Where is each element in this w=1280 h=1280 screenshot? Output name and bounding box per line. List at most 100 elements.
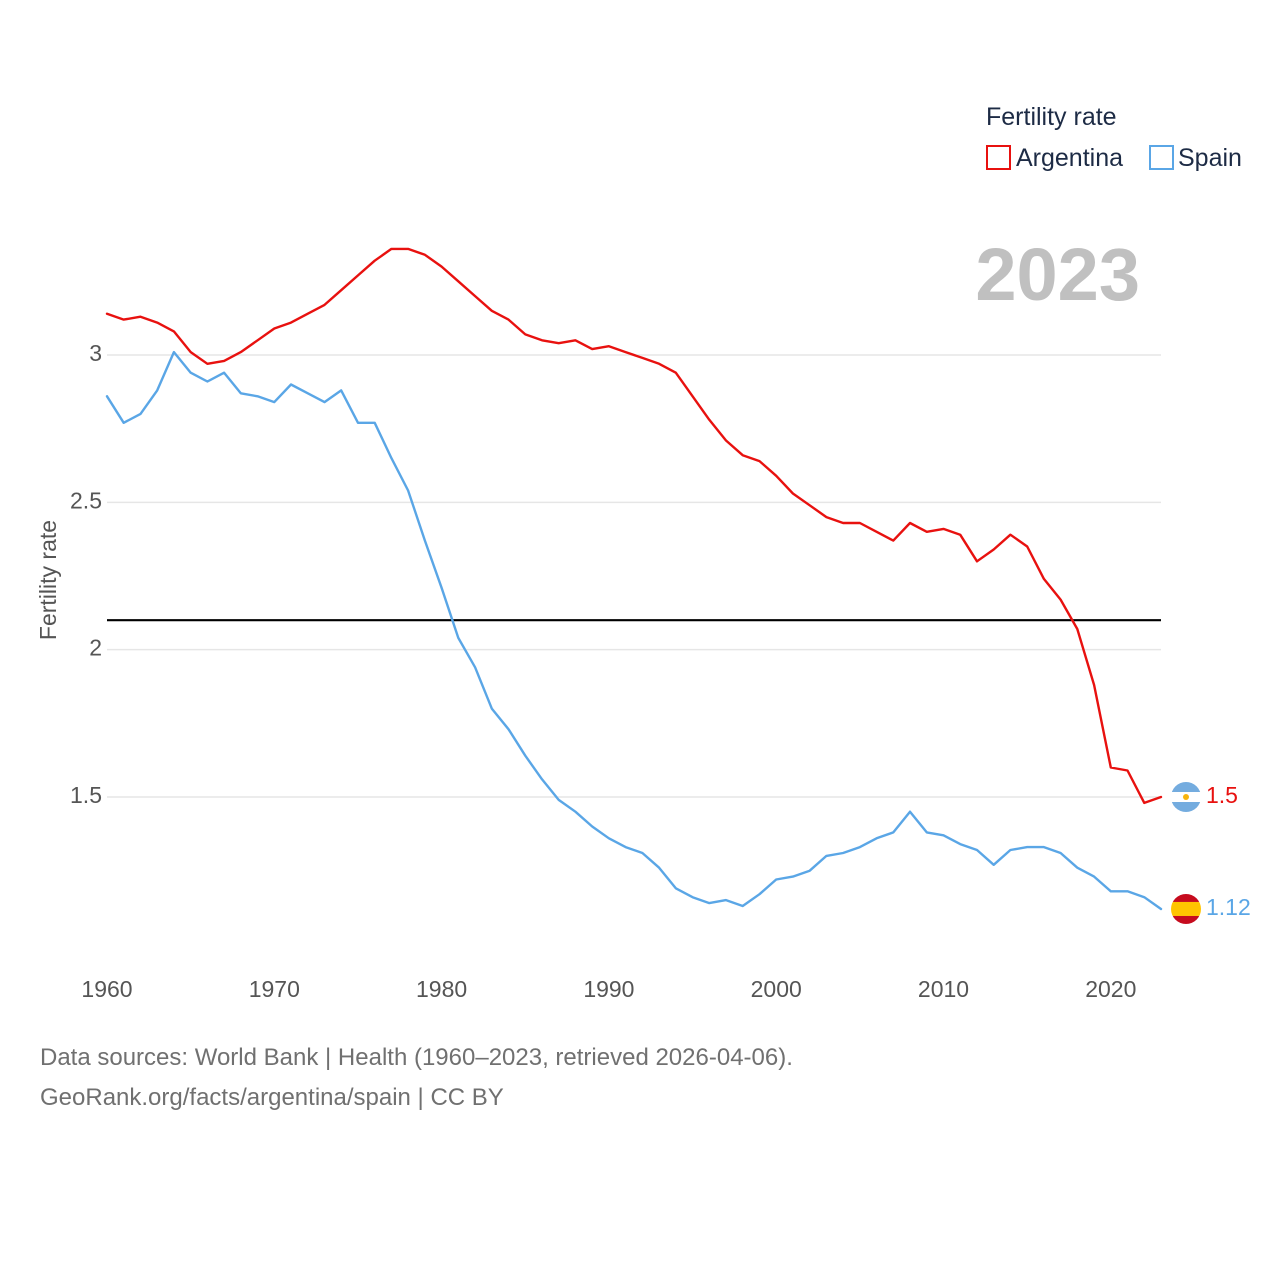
data-point-argentina-1998[interactable] xyxy=(740,453,745,458)
footer-attribution[interactable]: GeoRank.org/facts/argentina/spain | CC B… xyxy=(40,1084,504,1111)
data-point-spain-2010[interactable] xyxy=(941,833,946,838)
data-point-argentina-1978[interactable] xyxy=(406,246,411,251)
data-point-spain-2008[interactable] xyxy=(908,809,913,814)
data-point-argentina-1974[interactable] xyxy=(339,288,344,293)
data-point-spain-2012[interactable] xyxy=(974,848,979,853)
data-point-argentina-2009[interactable] xyxy=(924,529,929,534)
data-point-spain-1973[interactable] xyxy=(322,400,327,405)
data-point-argentina-2013[interactable] xyxy=(991,547,996,552)
data-point-spain-1983[interactable] xyxy=(489,706,494,711)
data-point-spain-1986[interactable] xyxy=(539,777,544,782)
data-point-argentina-2019[interactable] xyxy=(1092,683,1097,688)
data-point-argentina-1971[interactable] xyxy=(289,320,294,325)
legend[interactable]: Fertility rate Argentina Spain xyxy=(986,103,1242,172)
data-point-spain-1999[interactable] xyxy=(757,892,762,897)
data-point-argentina-1973[interactable] xyxy=(322,302,327,307)
data-point-spain-2017[interactable] xyxy=(1058,850,1063,855)
series-line-spain[interactable] xyxy=(105,350,1163,911)
data-point-spain-2004[interactable] xyxy=(841,850,846,855)
data-point-argentina-1961[interactable] xyxy=(121,317,126,322)
data-point-argentina-1981[interactable] xyxy=(456,279,461,284)
data-point-argentina-1964[interactable] xyxy=(171,329,176,334)
data-point-argentina-1977[interactable] xyxy=(389,246,394,251)
data-point-argentina-1966[interactable] xyxy=(205,361,210,366)
data-point-spain-1984[interactable] xyxy=(506,727,511,732)
data-point-argentina-2001[interactable] xyxy=(790,491,795,496)
data-point-spain-2000[interactable] xyxy=(774,877,779,882)
data-point-spain-1980[interactable] xyxy=(439,585,444,590)
data-point-argentina-1999[interactable] xyxy=(757,459,762,464)
data-point-spain-2016[interactable] xyxy=(1041,845,1046,850)
data-point-argentina-2002[interactable] xyxy=(807,503,812,508)
data-point-spain-1964[interactable] xyxy=(171,350,176,355)
data-point-spain-1982[interactable] xyxy=(473,665,478,670)
data-point-argentina-2020[interactable] xyxy=(1108,765,1113,770)
data-point-argentina-2000[interactable] xyxy=(774,473,779,478)
data-point-spain-1978[interactable] xyxy=(406,488,411,493)
data-point-spain-2003[interactable] xyxy=(824,853,829,858)
data-point-spain-1963[interactable] xyxy=(155,388,160,393)
data-point-spain-1995[interactable] xyxy=(690,895,695,900)
data-point-spain-1965[interactable] xyxy=(188,370,193,375)
data-point-argentina-2004[interactable] xyxy=(841,520,846,525)
data-point-spain-1979[interactable] xyxy=(422,538,427,543)
data-point-argentina-1986[interactable] xyxy=(539,338,544,343)
data-point-spain-1991[interactable] xyxy=(623,845,628,850)
data-point-argentina-1967[interactable] xyxy=(222,358,227,363)
data-point-spain-2002[interactable] xyxy=(807,868,812,873)
data-point-argentina-1997[interactable] xyxy=(724,438,729,443)
legend-swatch-spain[interactable] xyxy=(1149,145,1174,170)
data-point-argentina-1995[interactable] xyxy=(690,394,695,399)
data-point-argentina-2006[interactable] xyxy=(874,529,879,534)
legend-label-argentina[interactable]: Argentina xyxy=(1016,144,1123,172)
data-point-argentina-2010[interactable] xyxy=(941,526,946,531)
data-point-argentina-1984[interactable] xyxy=(506,317,511,322)
data-point-argentina-2016[interactable] xyxy=(1041,576,1046,581)
data-point-spain-2001[interactable] xyxy=(790,874,795,879)
data-point-argentina-2022[interactable] xyxy=(1142,800,1147,805)
data-point-argentina-2017[interactable] xyxy=(1058,597,1063,602)
data-point-spain-1967[interactable] xyxy=(222,370,227,375)
legend-swatch-argentina[interactable] xyxy=(986,145,1011,170)
data-point-argentina-1975[interactable] xyxy=(355,273,360,278)
data-point-argentina-1979[interactable] xyxy=(422,252,427,257)
data-point-spain-1960[interactable] xyxy=(105,394,110,399)
data-point-argentina-1969[interactable] xyxy=(255,338,260,343)
data-point-spain-1975[interactable] xyxy=(355,420,360,425)
data-point-spain-2011[interactable] xyxy=(958,842,963,847)
data-point-argentina-1962[interactable] xyxy=(138,314,143,319)
data-point-spain-2015[interactable] xyxy=(1025,845,1030,850)
data-point-spain-2014[interactable] xyxy=(1008,848,1013,853)
data-point-spain-1987[interactable] xyxy=(556,797,561,802)
data-point-spain-1962[interactable] xyxy=(138,411,143,416)
data-point-argentina-1996[interactable] xyxy=(707,417,712,422)
data-point-argentina-1983[interactable] xyxy=(489,308,494,313)
data-point-argentina-1980[interactable] xyxy=(439,264,444,269)
data-point-spain-1976[interactable] xyxy=(372,420,377,425)
data-point-spain-2005[interactable] xyxy=(857,845,862,850)
data-point-spain-1988[interactable] xyxy=(573,809,578,814)
data-point-argentina-2011[interactable] xyxy=(958,532,963,537)
data-point-argentina-2012[interactable] xyxy=(974,559,979,564)
data-point-argentina-2021[interactable] xyxy=(1125,768,1130,773)
data-point-argentina-2008[interactable] xyxy=(908,520,913,525)
data-point-spain-1968[interactable] xyxy=(238,391,243,396)
data-point-spain-1977[interactable] xyxy=(389,456,394,461)
data-point-spain-1981[interactable] xyxy=(456,635,461,640)
data-point-spain-2009[interactable] xyxy=(924,830,929,835)
data-point-spain-2013[interactable] xyxy=(991,862,996,867)
data-point-spain-2022[interactable] xyxy=(1142,895,1147,900)
data-point-argentina-1972[interactable] xyxy=(305,311,310,316)
data-point-argentina-2014[interactable] xyxy=(1008,532,1013,537)
data-point-argentina-2005[interactable] xyxy=(857,520,862,525)
data-point-argentina-1985[interactable] xyxy=(523,332,528,337)
data-point-argentina-1960[interactable] xyxy=(105,311,110,316)
data-point-spain-2021[interactable] xyxy=(1125,889,1130,894)
data-point-spain-2018[interactable] xyxy=(1075,865,1080,870)
data-point-spain-1996[interactable] xyxy=(707,901,712,906)
data-point-spain-1971[interactable] xyxy=(289,382,294,387)
data-point-argentina-2018[interactable] xyxy=(1075,627,1080,632)
data-point-spain-1974[interactable] xyxy=(339,388,344,393)
data-point-argentina-1994[interactable] xyxy=(673,370,678,375)
data-point-argentina-1991[interactable] xyxy=(623,350,628,355)
